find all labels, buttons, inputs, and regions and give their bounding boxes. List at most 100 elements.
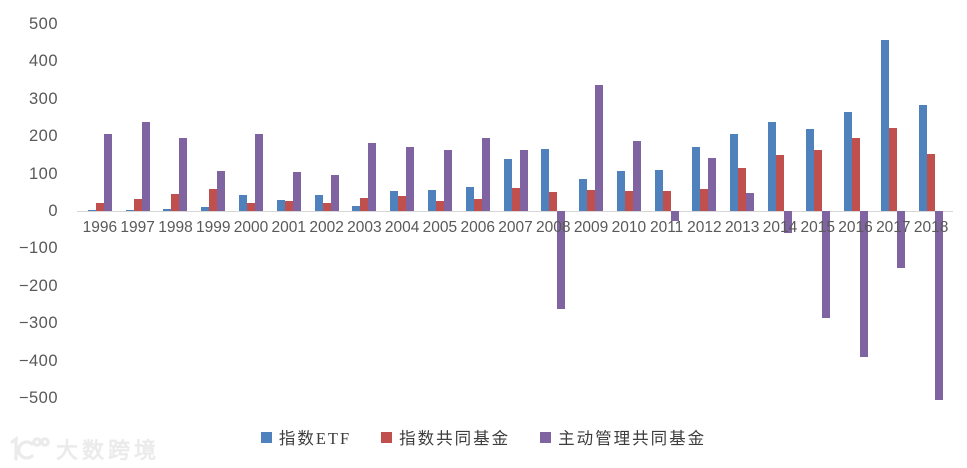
bar-index-etf-1996 xyxy=(87,210,96,211)
x-axis-label-2004: 2004 xyxy=(384,219,420,236)
bar-index-etf-2015 xyxy=(805,128,814,211)
bar-index-etf-2007 xyxy=(503,158,512,211)
bar-active-mutual-fund-2012 xyxy=(708,157,717,211)
bar-index-mutual-fund-2015 xyxy=(813,150,822,211)
bar-index-mutual-fund-1999 xyxy=(209,188,218,211)
bar-index-etf-2014 xyxy=(767,121,776,211)
bar-index-mutual-fund-2014 xyxy=(775,154,784,211)
bar-index-mutual-fund-2002 xyxy=(322,202,331,211)
legend-item-index-etf: 指数ETF xyxy=(260,425,351,449)
x-axis-label-2003: 2003 xyxy=(347,219,382,236)
bar-active-mutual-fund-2013 xyxy=(746,193,755,211)
x-axis-label-1997: 1997 xyxy=(120,219,155,236)
bar-active-mutual-fund-2008 xyxy=(557,211,566,309)
bar-index-mutual-fund-1997 xyxy=(133,199,142,211)
bar-active-mutual-fund-2018 xyxy=(935,211,944,400)
bar-index-etf-1999 xyxy=(201,206,210,211)
bar-index-etf-2008 xyxy=(541,148,550,211)
x-axis-label-2012: 2012 xyxy=(687,219,722,236)
y-axis-tick-label: −300 xyxy=(18,314,58,333)
bar-index-etf-2004 xyxy=(390,190,399,211)
y-axis-tick-label: 100 xyxy=(28,164,58,183)
bar-index-mutual-fund-2010 xyxy=(624,190,633,211)
legend-swatch-index-etf xyxy=(260,431,272,443)
bar-active-mutual-fund-2014 xyxy=(783,211,792,234)
bar-index-mutual-fund-1996 xyxy=(95,203,104,211)
x-axis-label-2010: 2010 xyxy=(611,219,647,236)
bar-index-mutual-fund-2009 xyxy=(587,189,596,211)
chart-legend: 指数ETF 指数共同基金 主动管理共同基金 xyxy=(0,424,967,450)
bar-active-mutual-fund-1999 xyxy=(217,171,226,211)
bar-active-mutual-fund-2011 xyxy=(670,211,679,222)
bar-active-mutual-fund-2003 xyxy=(368,143,377,211)
legend-swatch-active-mutual-fund xyxy=(540,431,552,443)
bar-index-mutual-fund-1998 xyxy=(171,194,180,211)
bar-index-etf-2001 xyxy=(276,199,285,211)
bar-index-etf-2018 xyxy=(919,104,928,211)
legend-label-index-mutual-fund: 指数共同基金 xyxy=(399,429,511,448)
bar-index-mutual-fund-2011 xyxy=(662,190,671,211)
legend-item-active-mutual-fund: 主动管理共同基金 xyxy=(540,425,706,449)
bar-index-etf-2009 xyxy=(579,178,588,211)
bar-active-mutual-fund-2007 xyxy=(519,149,528,211)
x-axis-label-2009: 2009 xyxy=(573,219,609,236)
bar-index-etf-2000 xyxy=(239,195,248,211)
x-axis-label-2001: 2001 xyxy=(271,219,307,236)
bar-index-etf-1998 xyxy=(163,209,172,211)
x-axis-label-2014: 2014 xyxy=(762,219,798,236)
y-axis-tick-label: 200 xyxy=(28,127,58,146)
x-axis-label-2013: 2013 xyxy=(724,219,760,236)
bar-active-mutual-fund-2001 xyxy=(292,172,301,211)
x-axis-label-2011: 2011 xyxy=(649,219,684,236)
bar-active-mutual-fund-2015 xyxy=(821,211,830,319)
bar-index-mutual-fund-2017 xyxy=(889,127,898,211)
y-axis-tick-label: 400 xyxy=(28,52,58,71)
x-axis-label-1998: 1998 xyxy=(158,219,193,236)
bar-index-etf-2017 xyxy=(881,39,890,211)
legend-swatch-index-mutual-fund xyxy=(381,431,393,443)
watermark-text: 大数跨境 xyxy=(56,438,161,463)
bar-active-mutual-fund-1998 xyxy=(179,137,188,211)
x-axis-label-2017: 2017 xyxy=(876,219,911,236)
bar-active-mutual-fund-1996 xyxy=(103,133,112,211)
bar-index-etf-2006 xyxy=(465,186,474,211)
x-axis-label-2008: 2008 xyxy=(536,219,571,236)
bar-active-mutual-fund-2000 xyxy=(255,133,264,211)
bar-index-mutual-fund-2007 xyxy=(511,187,520,211)
x-axis-label-1996: 1996 xyxy=(82,219,118,236)
bar-index-mutual-fund-2000 xyxy=(247,203,256,211)
x-axis-label-2005: 2005 xyxy=(422,219,458,236)
y-axis-tick-label: −500 xyxy=(18,389,58,407)
watermark-logo-icon xyxy=(10,436,50,461)
bar-active-mutual-fund-2004 xyxy=(406,146,415,211)
bar-index-mutual-fund-2005 xyxy=(435,200,444,211)
bar-index-mutual-fund-2008 xyxy=(549,192,558,211)
x-axis-label-2015: 2015 xyxy=(800,219,835,236)
y-axis-tick-label: 0 xyxy=(48,202,58,220)
bar-index-etf-2013 xyxy=(730,133,739,211)
bar-active-mutual-fund-1997 xyxy=(141,121,150,211)
bar-index-etf-2011 xyxy=(654,169,663,211)
bar-index-mutual-fund-2018 xyxy=(927,153,936,211)
bar-index-mutual-fund-2001 xyxy=(284,201,293,211)
legend-label-active-mutual-fund: 主动管理共同基金 xyxy=(558,429,707,448)
bar-index-etf-1997 xyxy=(125,210,134,211)
bar-active-mutual-fund-2005 xyxy=(443,150,452,211)
y-axis-tick-label: 500 xyxy=(28,15,58,33)
bar-index-etf-2012 xyxy=(692,147,701,211)
x-axis-line xyxy=(77,211,953,212)
bar-active-mutual-fund-2006 xyxy=(481,138,490,211)
bar-index-etf-2005 xyxy=(427,190,436,211)
bar-active-mutual-fund-2002 xyxy=(330,175,339,211)
watermark: 大数跨境 xyxy=(8,433,160,465)
x-axis-label-2018: 2018 xyxy=(913,219,949,236)
bar-index-mutual-fund-2006 xyxy=(473,198,482,211)
bar-active-mutual-fund-2009 xyxy=(595,85,604,211)
bar-index-mutual-fund-2012 xyxy=(700,188,709,211)
x-axis-label-2007: 2007 xyxy=(498,219,533,236)
y-axis-tick-label: −100 xyxy=(18,239,58,258)
bar-active-mutual-fund-2010 xyxy=(632,141,641,211)
x-axis-label-2000: 2000 xyxy=(233,219,269,236)
bar-index-etf-2016 xyxy=(843,111,852,211)
x-axis-label-1999: 1999 xyxy=(195,219,231,236)
